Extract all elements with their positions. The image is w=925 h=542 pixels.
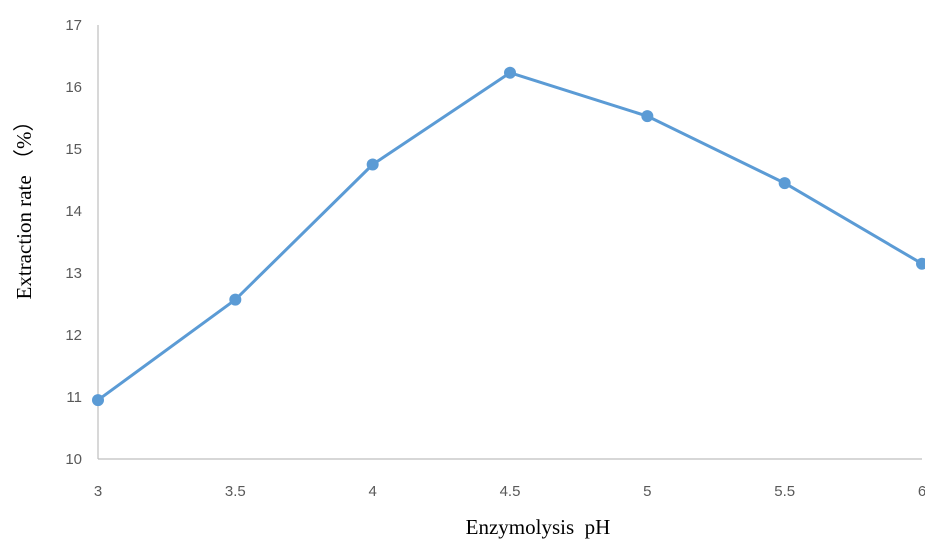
x-tick-label: 4 bbox=[368, 483, 376, 500]
data-point bbox=[916, 257, 925, 270]
x-axis-title: Enzymolysis pH bbox=[466, 515, 611, 539]
x-tick-label: 3 bbox=[94, 483, 102, 500]
y-tick-label: 12 bbox=[65, 327, 82, 344]
x-tick-label: 4.5 bbox=[500, 483, 521, 500]
y-tick-label: 16 bbox=[65, 79, 82, 96]
series-line bbox=[96, 71, 924, 402]
x-tick-labels: 3 3.5 4 4.5 5 5.5 6 bbox=[94, 483, 925, 500]
series-group bbox=[92, 66, 925, 407]
data-point bbox=[229, 293, 242, 306]
data-point bbox=[778, 177, 791, 190]
y-axis-title: Extraction rate （%） bbox=[12, 111, 36, 300]
y-tick-labels: 10 11 12 13 14 15 16 17 bbox=[65, 17, 82, 468]
data-point bbox=[92, 394, 104, 407]
data-point bbox=[366, 158, 379, 171]
y-tick-label: 11 bbox=[66, 389, 82, 406]
data-point bbox=[504, 66, 516, 79]
y-tick-label: 10 bbox=[65, 451, 82, 468]
data-point bbox=[641, 110, 654, 123]
x-tick-label: 6 bbox=[918, 483, 925, 500]
y-axis: 10 11 12 13 14 15 16 17 bbox=[65, 17, 99, 468]
x-tick-label: 5.5 bbox=[774, 483, 795, 500]
y-tick-label: 17 bbox=[65, 17, 82, 34]
y-tick-label: 14 bbox=[65, 203, 82, 220]
y-tick-label: 15 bbox=[65, 141, 82, 158]
y-tick-label: 13 bbox=[65, 265, 82, 282]
x-axis: 3 3.5 4 4.5 5 5.5 6 bbox=[94, 458, 925, 500]
x-tick-label: 5 bbox=[643, 483, 651, 500]
x-tick-label: 3.5 bbox=[225, 483, 246, 500]
